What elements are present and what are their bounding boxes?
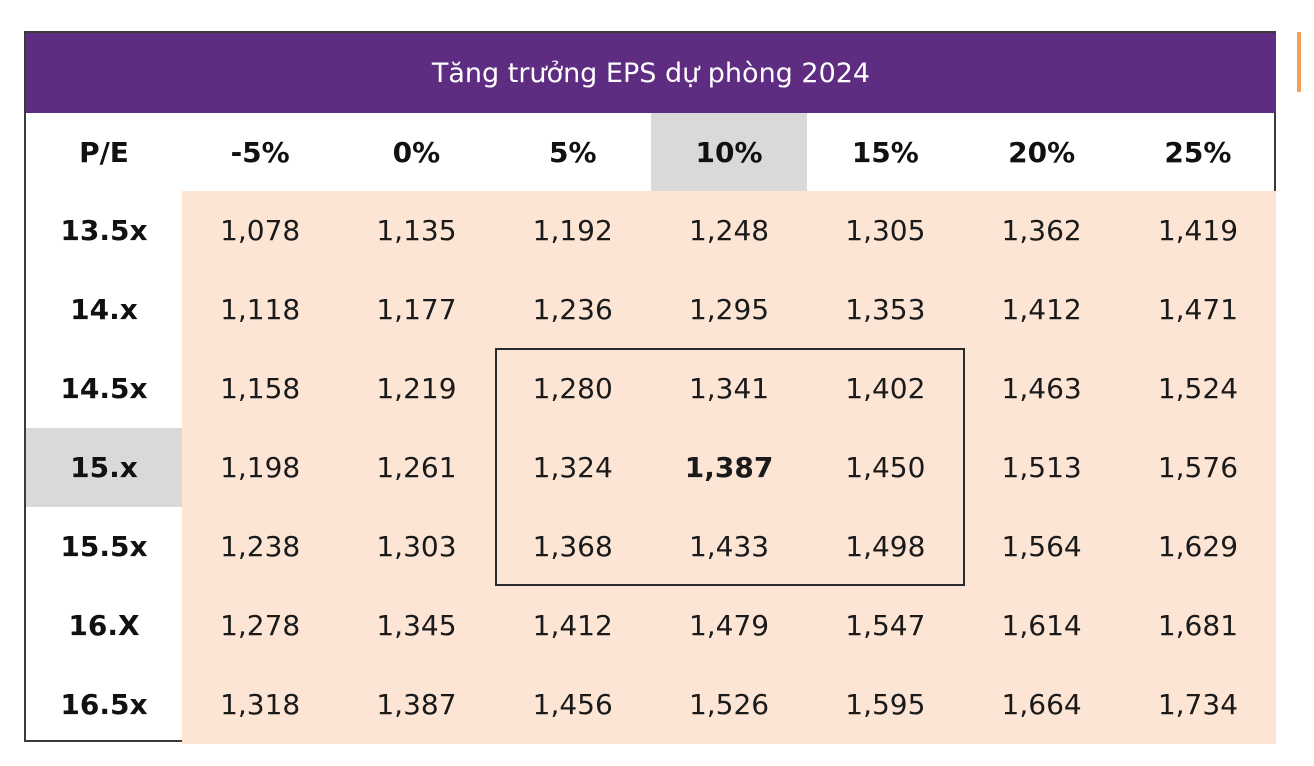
sensitivity-table: Tăng trưởng EPS dự phòng 2024 P/E -5% 0%… — [24, 31, 1277, 744]
table-cell: 1,318 — [182, 665, 339, 744]
table-cell: 1,498 — [807, 507, 964, 586]
table-cell: 1,681 — [1119, 586, 1277, 665]
column-header: 25% — [1164, 135, 1232, 169]
table-cell: 1,734 — [1119, 665, 1277, 744]
table-cell: 1,412 — [494, 586, 651, 665]
corner-header: P/E — [79, 135, 129, 169]
table-cell: 1,419 — [1119, 191, 1277, 270]
table-cell: 1,513 — [963, 428, 1120, 507]
table-cell: 1,576 — [1119, 428, 1277, 507]
table-cell: 1,303 — [338, 507, 495, 586]
table-cell: 1,629 — [1119, 507, 1277, 586]
row-header: 14.5x — [60, 372, 148, 405]
table-cell: 1,305 — [807, 191, 964, 270]
table-cell: 1,614 — [963, 586, 1120, 665]
table-cell: 1,595 — [807, 665, 964, 744]
table-cell: 1,547 — [807, 586, 964, 665]
table-cell: 1,664 — [963, 665, 1120, 744]
table-cell: 1,564 — [963, 507, 1120, 586]
table-cell: 1,353 — [807, 270, 964, 349]
table-cell: 1,135 — [338, 191, 495, 270]
table-cell: 1,471 — [1119, 270, 1277, 349]
table-cell: 1,324 — [494, 428, 651, 507]
table-cell: 1,456 — [494, 665, 651, 744]
row-header: 14.x — [70, 293, 138, 326]
table-grid: P/E -5% 0% 5% 10% 15% 20% 25% 13.5x 1,07… — [26, 113, 1277, 744]
table-cell: 1,368 — [494, 507, 651, 586]
column-header-highlighted: 10% — [650, 113, 808, 191]
row-header: 16.5x — [60, 688, 148, 721]
table-cell: 1,158 — [182, 349, 339, 428]
row-header: 13.5x — [60, 214, 148, 247]
column-header: 20% — [1008, 135, 1076, 169]
table-cell: 1,261 — [338, 428, 495, 507]
row-header-highlighted: 15.x — [26, 428, 182, 507]
column-header: 15% — [851, 135, 919, 169]
table-cell: 1,198 — [182, 428, 339, 507]
table-cell: 1,387 — [338, 665, 495, 744]
table-cell: 1,236 — [494, 270, 651, 349]
table-cell: 1,345 — [338, 586, 495, 665]
table-cell: 1,450 — [807, 428, 964, 507]
table-cell: 1,524 — [1119, 349, 1277, 428]
table-cell: 1,526 — [650, 665, 808, 744]
table-cell: 1,402 — [807, 349, 964, 428]
table-cell: 1,278 — [182, 586, 339, 665]
column-header: 0% — [392, 135, 441, 169]
table-cell: 1,118 — [182, 270, 339, 349]
side-accent-marker — [1297, 32, 1301, 92]
row-header: 16.X — [68, 609, 140, 642]
table-cell: 1,219 — [338, 349, 495, 428]
table-cell: 1,192 — [494, 191, 651, 270]
table-cell: 1,341 — [650, 349, 808, 428]
table-cell: 1,238 — [182, 507, 339, 586]
column-header: 5% — [548, 135, 597, 169]
row-header: 15.5x — [60, 530, 148, 563]
table-cell: 1,280 — [494, 349, 651, 428]
table-cell: 1,463 — [963, 349, 1120, 428]
table-title: Tăng trưởng EPS dự phòng 2024 — [26, 33, 1276, 113]
table-cell: 1,177 — [338, 270, 495, 349]
table-cell: 1,078 — [182, 191, 339, 270]
table-cell: 1,248 — [650, 191, 808, 270]
column-header: -5% — [230, 135, 290, 169]
table-cell: 1,433 — [650, 507, 808, 586]
table-cell: 1,362 — [963, 191, 1120, 270]
table-cell: 1,412 — [963, 270, 1120, 349]
table-cell: 1,295 — [650, 270, 808, 349]
table-cell-base-case: 1,387 — [650, 428, 808, 507]
table-cell: 1,479 — [650, 586, 808, 665]
